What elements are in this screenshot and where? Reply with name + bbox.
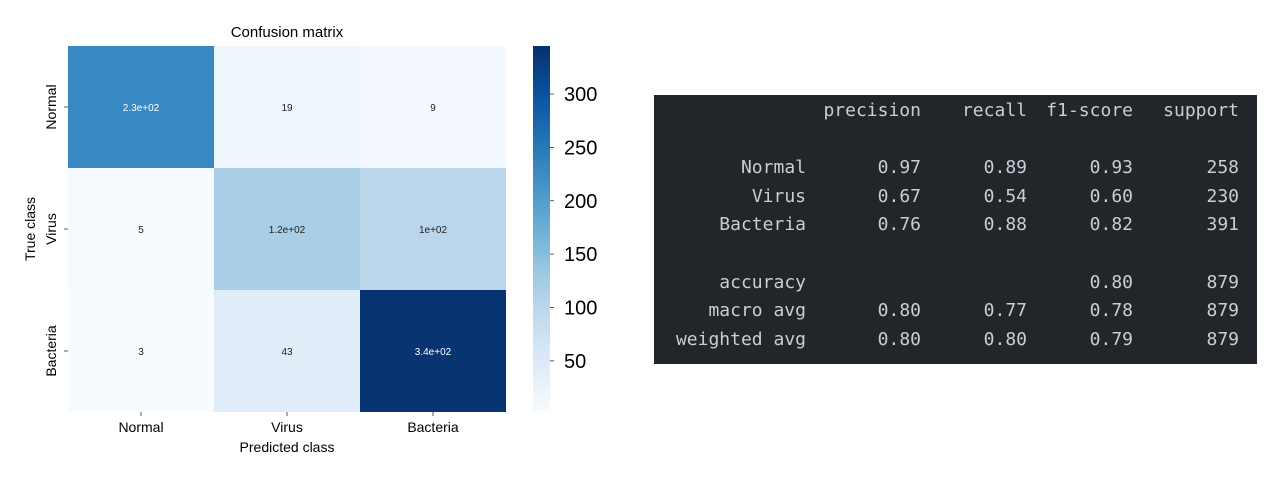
y-tick-label: Virus — [43, 213, 59, 245]
report-cell-value: 0.67 — [877, 186, 921, 207]
report-cell-value: 0.76 — [877, 214, 921, 235]
cell-value-label: 3.4e+02 — [415, 347, 452, 358]
x-tick-label: Bacteria — [407, 419, 459, 435]
report-cell-value: 0.60 — [1089, 186, 1133, 207]
report-column-header: precision — [823, 100, 921, 121]
cell-value-label: 19 — [281, 103, 293, 114]
report-cell-value: 0.93 — [1089, 157, 1133, 178]
x-tick-label: Normal — [118, 419, 163, 435]
heatmap-cell — [68, 168, 214, 290]
colorbar-tick-label: 250 — [564, 137, 597, 159]
report-cell-value: 879 — [1206, 300, 1239, 321]
report-cell-value: 0.88 — [983, 214, 1027, 235]
colorbar-tick-label: 300 — [564, 84, 597, 106]
report-cell-value: 258 — [1206, 157, 1239, 178]
heatmap-cell — [360, 290, 506, 412]
heatmap-cell — [68, 46, 214, 168]
report-column-header: f1-score — [1046, 100, 1133, 121]
report-column-header: recall — [961, 100, 1027, 121]
y-tick-label: Bacteria — [43, 325, 59, 377]
y-tick-label: Normal — [43, 84, 59, 129]
report-cell-value: 0.97 — [877, 157, 921, 178]
report-cell-value: 391 — [1206, 214, 1239, 235]
report-cell-value: 0.80 — [1089, 272, 1133, 293]
report-row-label: Bacteria — [719, 214, 806, 235]
cell-value-label: 3 — [138, 347, 144, 358]
x-axis-label: Predicted class — [240, 439, 335, 455]
chart-title: Confusion matrix — [231, 24, 344, 41]
heatmap-cell — [360, 168, 506, 290]
cell-value-label: 9 — [430, 103, 436, 114]
report-row-label: Normal — [740, 157, 806, 178]
report-column-header: support — [1163, 100, 1239, 121]
cell-value-label: 43 — [281, 347, 293, 358]
heatmap-cell — [68, 290, 214, 412]
report-row-label: weighted avg — [675, 329, 806, 350]
cell-value-label: 1.2e+02 — [269, 225, 306, 236]
cell-value-label: 1e+02 — [419, 225, 448, 236]
report-cell-value: 0.80 — [983, 329, 1027, 350]
report-cell-value: 0.78 — [1089, 300, 1133, 321]
report-cell-value: 0.89 — [983, 157, 1027, 178]
report-cell-value: 0.80 — [877, 300, 921, 321]
y-axis-label: True class — [22, 197, 38, 261]
report-cell-value: 0.79 — [1089, 329, 1133, 350]
report-cell-value: 0.77 — [983, 300, 1027, 321]
report-cell-value: 230 — [1206, 186, 1239, 207]
report-row-label: Virus — [751, 186, 806, 207]
report-cell-value: 0.82 — [1089, 214, 1133, 235]
colorbar-tick-label: 200 — [564, 191, 597, 213]
heatmap-cell — [214, 290, 360, 412]
classification-report: precision recall f1-score support Normal 0.97… — [654, 95, 1257, 364]
heatmap-cell — [360, 46, 506, 168]
heatmap-cell — [214, 46, 360, 168]
cell-value-label: 2.3e+02 — [123, 103, 160, 114]
cell-value-label: 5 — [138, 225, 144, 236]
colorbar-tick-label: 150 — [564, 244, 597, 266]
colorbar-tick-label: 100 — [564, 297, 597, 319]
colorbar — [533, 46, 550, 411]
x-tick-label: Virus — [271, 419, 303, 435]
report-cell-value: 879 — [1206, 272, 1239, 293]
report-row-label: macro avg — [708, 300, 806, 321]
report-cell-value: 0.54 — [983, 186, 1027, 207]
report-row-label: accuracy — [719, 272, 806, 293]
confusion-matrix-chart: Confusion matrix 2.3e+02 19 9 5 1.2e+02 1e+02… — [22, 24, 597, 455]
colorbar-tick-label: 50 — [564, 351, 586, 373]
report-cell-value: 879 — [1206, 329, 1239, 350]
heatmap-cell — [214, 168, 360, 290]
report-cell-value: 0.80 — [877, 329, 921, 350]
